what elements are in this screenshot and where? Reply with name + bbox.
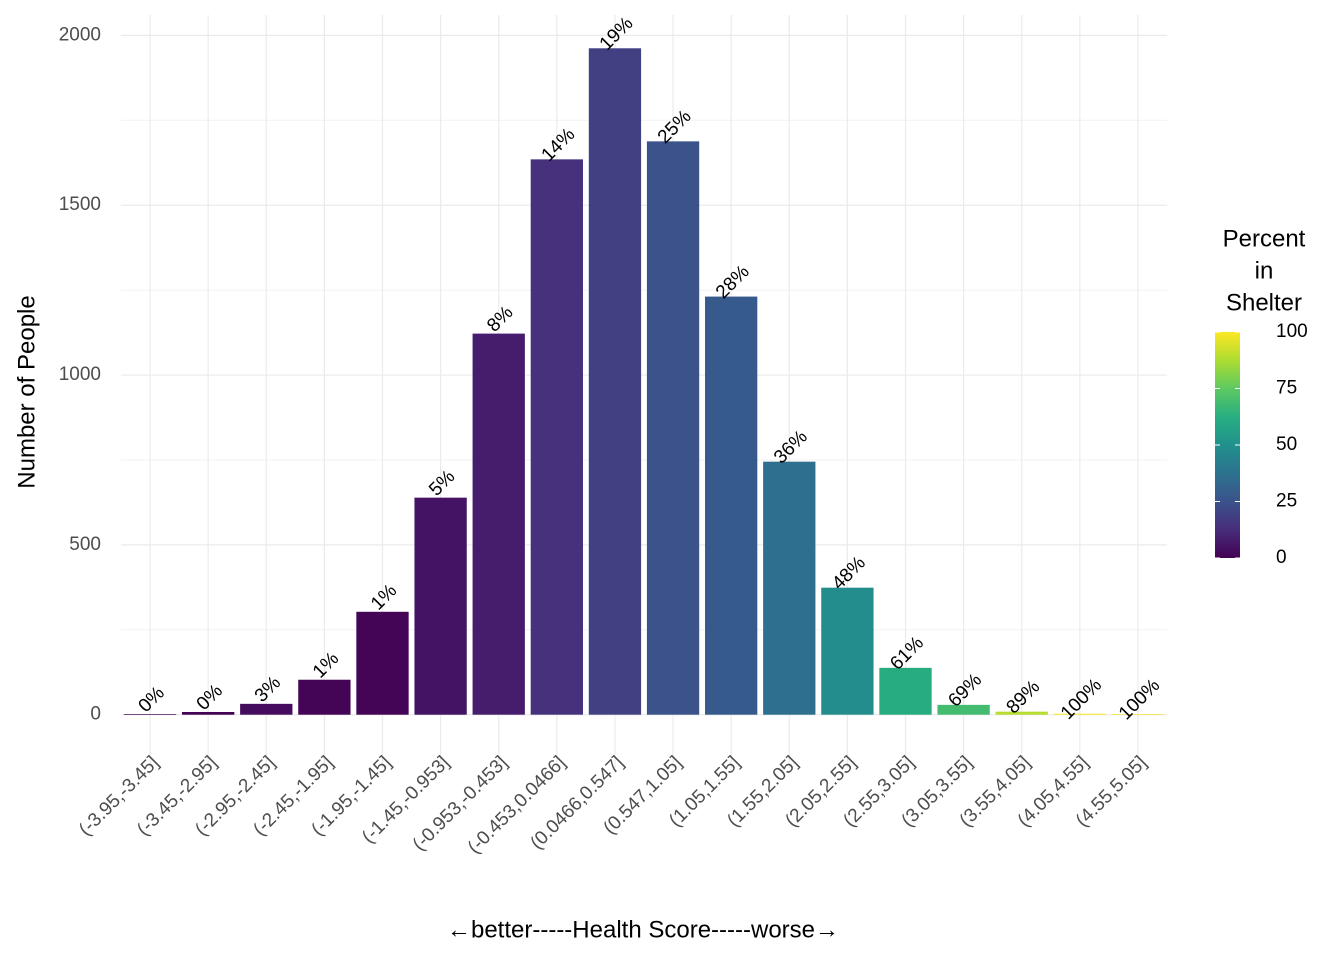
bar bbox=[879, 667, 932, 715]
percent-label: 8% bbox=[483, 302, 517, 336]
colorbar-tick-label: 100 bbox=[1276, 321, 1308, 342]
percent-label: 0% bbox=[193, 680, 227, 714]
colorbar-tick-label: 75 bbox=[1276, 378, 1297, 399]
percent-label: 1% bbox=[309, 648, 343, 682]
bar bbox=[705, 296, 758, 715]
legend-title: in bbox=[1255, 257, 1274, 284]
bar bbox=[123, 714, 177, 715]
bar bbox=[530, 159, 583, 715]
percent-label: 1% bbox=[367, 580, 401, 614]
legend-title: Percent bbox=[1223, 225, 1306, 252]
percent-label: 5% bbox=[425, 466, 459, 500]
bar bbox=[1111, 714, 1165, 715]
bar bbox=[356, 611, 409, 715]
bar bbox=[588, 48, 642, 715]
bar bbox=[763, 461, 816, 715]
colorbar-tick-label: 50 bbox=[1276, 434, 1297, 455]
percent-label: 3% bbox=[251, 672, 285, 706]
y-tick-label: 500 bbox=[69, 534, 101, 555]
bar bbox=[646, 141, 700, 715]
x-axis-title: ←better-----Health Score-----worse→ bbox=[447, 916, 839, 943]
bar bbox=[414, 497, 467, 715]
bar bbox=[240, 703, 293, 715]
legend-title: Shelter bbox=[1226, 289, 1302, 316]
bar bbox=[1053, 713, 1106, 715]
bar bbox=[182, 711, 235, 715]
y-tick-label: 2000 bbox=[59, 24, 101, 45]
percent-label: 0% bbox=[135, 682, 169, 716]
percent-label: 100% bbox=[1115, 675, 1164, 724]
percent-label: 100% bbox=[1057, 675, 1106, 724]
y-axis-title: Number of People bbox=[13, 295, 40, 488]
y-tick-label: 1500 bbox=[59, 194, 101, 215]
bar bbox=[472, 333, 525, 715]
bar bbox=[995, 711, 1048, 715]
colorbar-tick-label: 0 bbox=[1276, 547, 1287, 568]
y-tick-label: 1000 bbox=[59, 364, 101, 385]
y-tick-label: 0 bbox=[90, 704, 101, 725]
colorbar-tick-label: 25 bbox=[1276, 491, 1297, 512]
bar bbox=[821, 587, 874, 715]
bar bbox=[298, 679, 351, 715]
bar bbox=[937, 704, 990, 715]
